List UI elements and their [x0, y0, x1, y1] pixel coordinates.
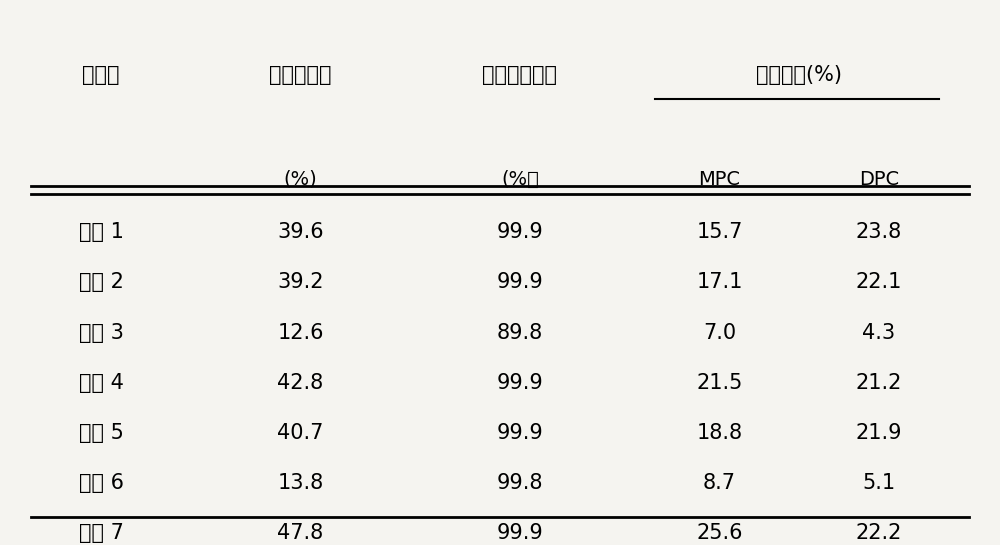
Text: 8.7: 8.7	[703, 473, 736, 493]
Text: MPC: MPC	[698, 170, 740, 189]
Text: 42.8: 42.8	[277, 373, 324, 392]
Text: DPC: DPC	[859, 170, 899, 189]
Text: 样品 6: 样品 6	[79, 473, 124, 493]
Text: 47.8: 47.8	[277, 523, 324, 542]
Text: 产物收率(%): 产物收率(%)	[756, 64, 842, 84]
Text: 25.6: 25.6	[696, 523, 743, 542]
Text: 17.1: 17.1	[696, 272, 743, 293]
Text: 5.1: 5.1	[862, 473, 896, 493]
Text: 89.8: 89.8	[497, 323, 543, 342]
Text: 99.9: 99.9	[497, 272, 543, 293]
Text: 39.2: 39.2	[277, 272, 324, 293]
Text: 21.2: 21.2	[856, 373, 902, 392]
Text: 22.1: 22.1	[856, 272, 902, 293]
Text: 21.5: 21.5	[696, 373, 743, 392]
Text: 样品 3: 样品 3	[79, 323, 124, 342]
Text: 催化剂: 催化剂	[82, 64, 120, 84]
Text: 样品 4: 样品 4	[79, 373, 124, 392]
Text: 39.6: 39.6	[277, 222, 324, 243]
Text: 15.7: 15.7	[696, 222, 743, 243]
Text: 99.9: 99.9	[497, 422, 543, 443]
Text: 22.2: 22.2	[856, 523, 902, 542]
Text: 样品 5: 样品 5	[79, 422, 124, 443]
Text: 7.0: 7.0	[703, 323, 736, 342]
Text: 99.9: 99.9	[497, 373, 543, 392]
Text: 苯酚转化率: 苯酚转化率	[269, 64, 332, 84]
Text: 99.8: 99.8	[497, 473, 543, 493]
Text: 99.9: 99.9	[497, 222, 543, 243]
Text: 酯交换选择性: 酯交换选择性	[482, 64, 557, 84]
Text: 21.9: 21.9	[856, 422, 902, 443]
Text: 12.6: 12.6	[277, 323, 324, 342]
Text: (%): (%)	[284, 170, 317, 189]
Text: 4.3: 4.3	[862, 323, 896, 342]
Text: 18.8: 18.8	[696, 422, 742, 443]
Text: 99.9: 99.9	[497, 523, 543, 542]
Text: 13.8: 13.8	[277, 473, 324, 493]
Text: 样品 1: 样品 1	[79, 222, 124, 243]
Text: 23.8: 23.8	[856, 222, 902, 243]
Text: 样品 7: 样品 7	[79, 523, 124, 542]
Text: (%）: (%）	[501, 170, 539, 189]
Text: 40.7: 40.7	[277, 422, 324, 443]
Text: 样品 2: 样品 2	[79, 272, 124, 293]
